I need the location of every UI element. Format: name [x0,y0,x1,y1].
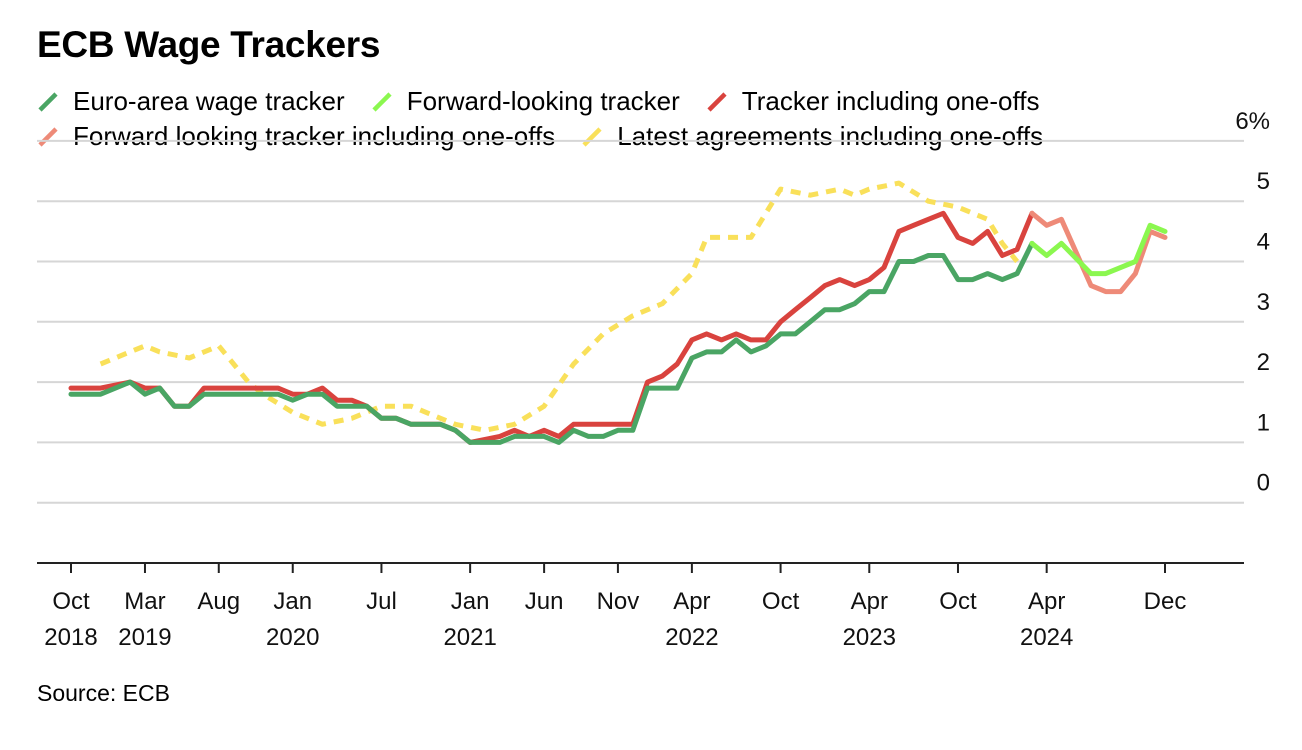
series-line-4 [99,180,1020,433]
x-tick-label: Jan [273,588,312,615]
x-tick-year-label: 2023 [843,624,896,651]
x-tick-label: Jan [451,588,490,615]
x-tick-label: Dec [1144,588,1187,615]
x-tick-label: Oct [939,588,977,615]
legend-label-euro-area: Euro-area wage tracker [73,86,345,116]
series-line-3 [1029,210,1168,295]
series-line-1 [1029,222,1168,277]
x-tick-label: Jul [366,588,397,615]
legend-item-euro-area: Euro-area wage tracker [37,86,345,117]
y-tick-label: 1 [1257,409,1270,436]
legend-label-forward-one-offs: Forward looking tracker including one-of… [73,121,556,151]
legend-item-forward-looking: Forward-looking tracker [371,86,680,117]
legend-row-1: Euro-area wage tracker Forward-looking t… [37,84,1277,119]
legend-item-forward-one-offs: Forward looking tracker including one-of… [37,121,555,152]
legend-label-latest-agreements: Latest agreements including one-offs [617,121,1044,151]
x-tick-year-label: 2024 [1020,624,1073,651]
x-tick-label: Oct [52,588,90,615]
legend-label-including-one-offs: Tracker including one-offs [741,86,1040,116]
legend-item-latest-agreements: Latest agreements including one-offs [581,121,1043,152]
x-tick-label: Aug [197,588,240,615]
x-tick-year-label: 2022 [665,624,718,651]
x-tick-label: Jun [525,588,564,615]
y-tick-label: 6% [1235,108,1270,135]
x-tick-year-label: 2020 [266,624,319,651]
source-note: Source: ECB [37,680,170,706]
legend-row-2: Forward looking tracker including one-of… [37,119,1277,154]
x-tick-label: Nov [597,588,640,615]
legend-swatch-euro-area [38,91,58,112]
legend-swatch-including-one-offs [707,91,727,112]
legend-swatch-forward-looking [372,91,392,112]
x-tick-year-label: 2018 [44,624,97,651]
x-tick-label: Apr [1028,588,1065,615]
x-tick-label: Oct [762,588,800,615]
chart-title: ECB Wage Trackers [37,24,381,65]
y-tick-label: 2 [1257,349,1270,376]
x-tick-year-label: 2021 [443,624,496,651]
legend-item-including-one-offs: Tracker including one-offs [706,86,1040,117]
x-tick-label: Mar [124,588,165,615]
series-line-0 [68,240,1035,445]
y-tick-label: 3 [1257,289,1270,316]
legend: Euro-area wage tracker Forward-looking t… [37,84,1277,154]
x-tick-label: Apr [851,588,888,615]
legend-label-forward-looking: Forward-looking tracker [406,86,680,116]
series-line-2 [68,210,1035,445]
y-tick-label: 0 [1257,470,1270,497]
y-tick-label: 5 [1257,168,1270,195]
y-tick-label: 4 [1257,229,1270,256]
x-tick-year-label: 2019 [118,624,171,651]
x-tick-label: Apr [673,588,710,615]
